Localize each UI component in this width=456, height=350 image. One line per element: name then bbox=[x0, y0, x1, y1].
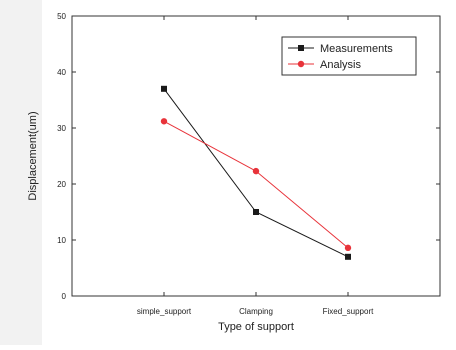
y-axis: 0 10 20 30 40 50 bbox=[57, 12, 440, 301]
x-axis: simple_support Clamping Fixed_support bbox=[137, 16, 374, 316]
y-tick-label: 10 bbox=[57, 236, 66, 245]
x-tick-label: Clamping bbox=[239, 307, 273, 316]
legend-marker-circle bbox=[297, 60, 305, 68]
data-point-square bbox=[253, 209, 259, 215]
legend-box bbox=[281, 36, 417, 76]
data-point-circle bbox=[252, 167, 260, 175]
y-tick-label: 50 bbox=[57, 12, 66, 21]
y-tick-label: 40 bbox=[57, 68, 66, 77]
background-fade bbox=[0, 0, 42, 345]
legend: Measurements Analysis bbox=[281, 36, 417, 76]
y-tick-label: 30 bbox=[57, 124, 66, 133]
y-axis-title: Displacement(um) bbox=[27, 111, 39, 200]
legend-label: Measurements bbox=[320, 43, 393, 55]
data-point-circle bbox=[344, 244, 352, 252]
x-axis-title: Type of support bbox=[218, 321, 294, 333]
x-tick-label: Fixed_support bbox=[323, 307, 374, 316]
data-point-square bbox=[345, 253, 351, 260]
y-tick-label: 20 bbox=[57, 180, 66, 189]
legend-marker-square bbox=[298, 45, 304, 51]
series-layer bbox=[160, 85, 352, 260]
legend-label: Analysis bbox=[320, 59, 361, 71]
data-point-square bbox=[161, 85, 167, 92]
y-tick-label: 0 bbox=[62, 292, 67, 301]
data-point-circle bbox=[160, 118, 168, 125]
x-tick-label: simple_support bbox=[137, 307, 192, 316]
